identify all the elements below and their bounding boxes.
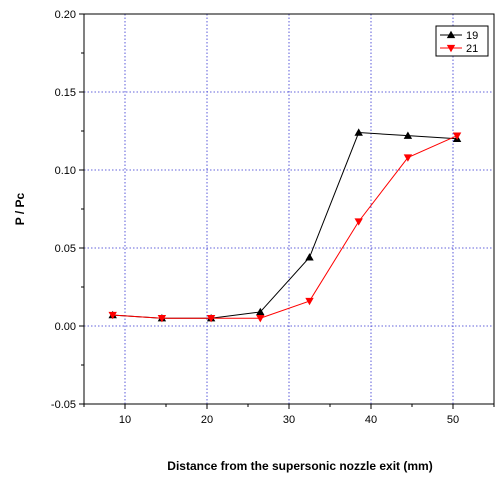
legend-label: 19 (466, 30, 478, 42)
legend-item: 21 (440, 43, 478, 55)
data-point (305, 253, 314, 261)
y-tick-label: 0.05 (55, 243, 76, 255)
data-point (256, 307, 265, 316)
x-tick-label: 40 (365, 414, 377, 426)
data-point (157, 315, 167, 323)
data-point (354, 128, 363, 136)
axis-ticks: 10 20 30 40 50 -0.05 0.00 0.05 0.10 0.15 0.20 (51, 9, 495, 426)
x-tick-label: 10 (119, 414, 131, 426)
data-point (206, 315, 216, 323)
y-tick-label: 0.00 (55, 321, 76, 333)
x-axis-title: Distance from the supersonic nozzle exit… (167, 459, 432, 473)
series-layer (108, 128, 462, 323)
data-point (452, 132, 462, 140)
data-point (354, 218, 363, 226)
y-axis-title: P / Pc (13, 192, 27, 225)
grid (84, 13, 494, 405)
legend-label: 21 (466, 43, 478, 55)
y-tick-label: 0.10 (55, 165, 76, 177)
data-point (403, 131, 413, 139)
y-tick-label: -0.05 (51, 399, 76, 411)
series-line (112, 135, 458, 319)
x-tick-label: 50 (447, 414, 459, 426)
x-tick-label: 20 (201, 414, 213, 426)
series-21 (108, 132, 462, 323)
y-tick-label: 0.20 (55, 9, 76, 21)
data-point (108, 311, 117, 320)
y-tick-label: 0.15 (55, 87, 76, 99)
plot-frame (83, 13, 495, 405)
legend-marker (446, 44, 456, 53)
legend-item: 19 (440, 30, 478, 42)
x-tick-label: 30 (283, 414, 295, 426)
data-point (256, 315, 265, 323)
legend-box (435, 25, 489, 57)
legend-marker (446, 30, 456, 39)
data-point (403, 154, 413, 162)
data-point (305, 297, 314, 306)
